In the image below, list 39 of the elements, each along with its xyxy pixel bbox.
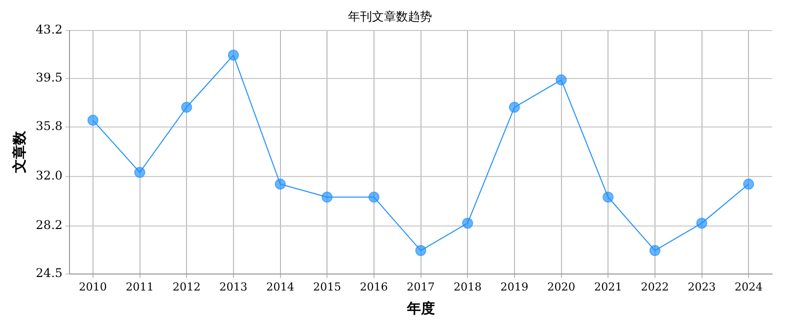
x-tick-label: 2012 xyxy=(172,280,201,294)
point xyxy=(368,192,380,203)
point xyxy=(743,178,754,190)
point xyxy=(274,178,286,190)
x-tick-label: 2015 xyxy=(313,280,342,294)
x-tick-label: 2019 xyxy=(500,280,528,294)
point xyxy=(415,245,426,256)
point xyxy=(228,50,239,61)
point xyxy=(134,166,146,178)
y-tick-label: 32.0 xyxy=(36,168,63,182)
x-tick-label: 2011 xyxy=(126,280,154,294)
x-tick-label: 2013 xyxy=(219,280,248,294)
x-tick-label: 2024 xyxy=(734,280,763,294)
point xyxy=(649,245,660,256)
point xyxy=(602,192,614,203)
point xyxy=(696,218,708,229)
point xyxy=(87,114,98,126)
x-tick-label: 2017 xyxy=(406,280,435,294)
y-tick-label: 39.5 xyxy=(36,70,63,85)
point xyxy=(462,218,474,229)
point xyxy=(322,192,333,203)
chart-title: 年刊文章数趋势 xyxy=(348,9,432,24)
x-tick-label: 2023 xyxy=(688,280,716,294)
x-tick-label: 2010 xyxy=(78,280,107,294)
x-tick-label: 2021 xyxy=(594,280,622,294)
y-tick-label: 24.5 xyxy=(36,266,63,280)
y-tick-label: 35.8 xyxy=(36,118,63,133)
x-tick-label: 2016 xyxy=(360,280,388,294)
x-axis-title: 年度 xyxy=(406,300,435,318)
y-axis-title: 文章数 xyxy=(11,130,28,174)
y-tick-label: 28.2 xyxy=(36,218,63,232)
x-tick-label: 2020 xyxy=(547,280,576,294)
point xyxy=(181,102,192,113)
y-tick-label: 43.2 xyxy=(36,22,63,37)
x-tick-label: 2018 xyxy=(454,280,482,294)
point xyxy=(556,74,567,86)
x-tick-label: 2014 xyxy=(266,280,294,294)
x-tick-label: 2022 xyxy=(640,280,669,294)
point xyxy=(508,102,520,113)
